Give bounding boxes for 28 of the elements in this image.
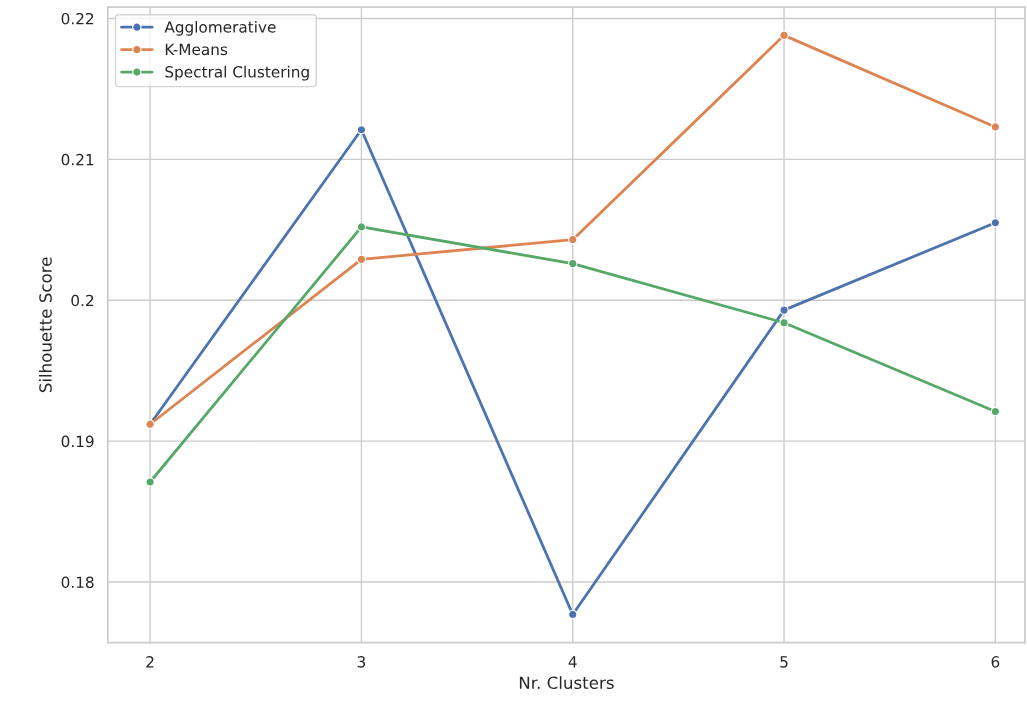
y-tick-label: 0.18 bbox=[61, 576, 94, 589]
legend-label: Agglomerative bbox=[164, 20, 276, 36]
y-tick-label: 0.22 bbox=[61, 12, 94, 25]
point bbox=[356, 222, 367, 232]
point bbox=[779, 305, 789, 315]
x-tick-label: 2 bbox=[146, 656, 154, 668]
x-axis-title: Nr. Clusters bbox=[519, 676, 614, 690]
y-tick-label: 0.19 bbox=[61, 435, 94, 448]
legend-label: Spectral Clustering bbox=[165, 65, 309, 81]
y-tick-label: 0.2 bbox=[71, 294, 94, 307]
point bbox=[356, 125, 367, 135]
legend-label: K-Means bbox=[165, 43, 228, 56]
point bbox=[990, 122, 1001, 132]
point bbox=[779, 30, 789, 41]
point bbox=[779, 318, 789, 328]
y-axis-title: Silhouette Score bbox=[38, 257, 52, 393]
point bbox=[568, 234, 578, 245]
x-tick-label: 3 bbox=[357, 656, 366, 668]
x-tick-label: 4 bbox=[568, 656, 577, 668]
x-tick-label: 6 bbox=[991, 656, 1000, 668]
point bbox=[568, 609, 578, 620]
point bbox=[990, 406, 1001, 417]
point bbox=[145, 477, 155, 487]
y-tick-label: 0.21 bbox=[61, 153, 94, 166]
point bbox=[568, 258, 578, 269]
x-tick-label: 5 bbox=[780, 656, 788, 668]
point bbox=[356, 254, 367, 265]
point bbox=[990, 218, 1001, 228]
